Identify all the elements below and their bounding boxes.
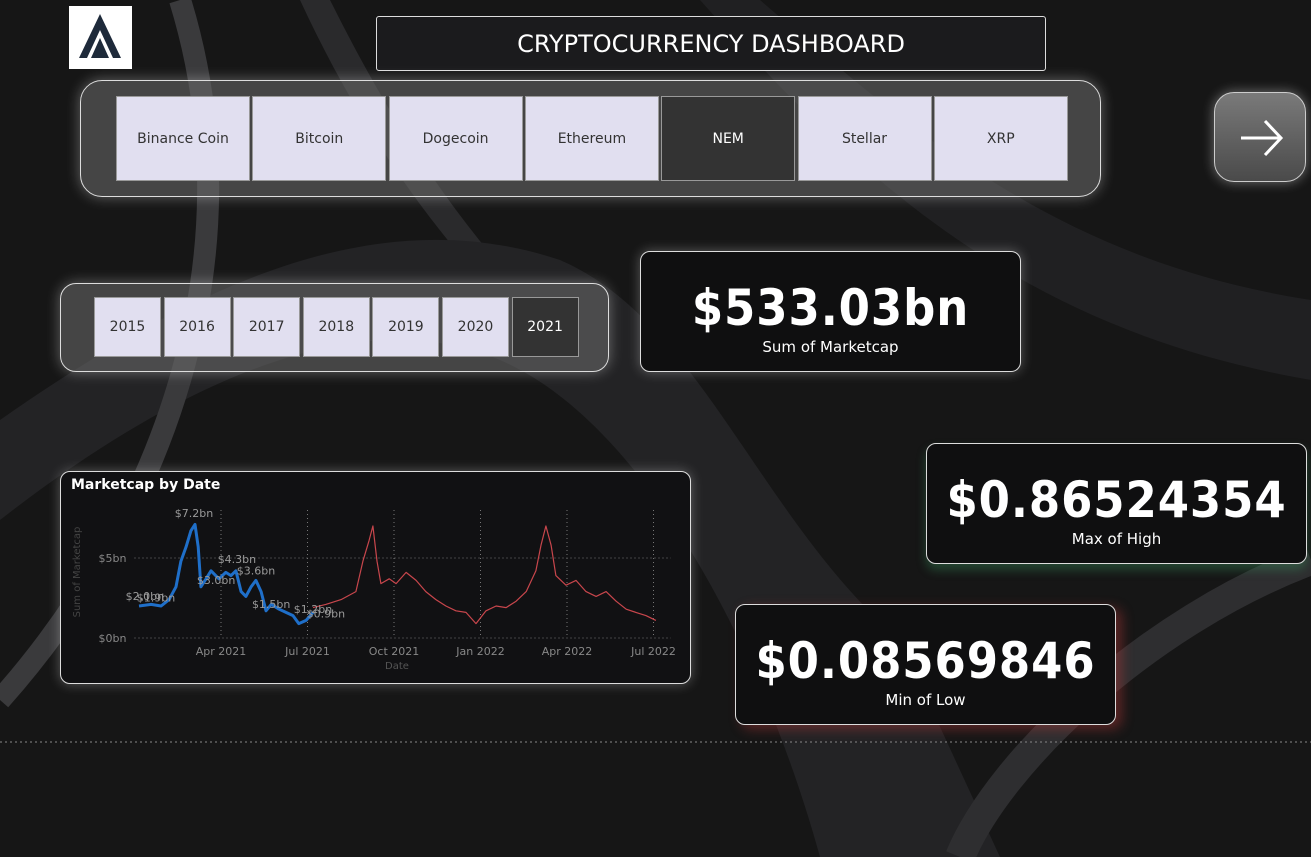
x-tick-label: Jul 2021 <box>284 645 330 658</box>
slicer-option[interactable]: 2020 <box>442 297 509 357</box>
kpi-card: $533.03bn Sum of Marketcap <box>640 251 1021 372</box>
slicer-option[interactable]: Dogecoin <box>388 96 523 181</box>
y-axis-title: Sum of Marketcap <box>72 527 83 618</box>
data-label: $7.2bn <box>175 507 213 520</box>
logo <box>69 6 132 69</box>
slicer-option[interactable]: NEM <box>661 96 796 181</box>
slicer-option[interactable]: Binance Coin <box>116 96 250 181</box>
slicer-option[interactable]: Ethereum <box>524 96 659 181</box>
slicer-option[interactable]: 2015 <box>94 297 161 357</box>
x-tick-label: Apr 2022 <box>542 645 593 658</box>
coin-slicer: Binance Coin Bitcoin Dogecoin Ethereum NEM St… <box>80 80 1101 197</box>
chart-title: Marketcap by Date <box>71 477 220 493</box>
data-label: $1.2bn <box>294 603 332 616</box>
chart: Marketcap by Date Date Sum of Marketcap … <box>71 477 676 672</box>
kpi-card: $0.86524354 Max of High <box>926 443 1307 564</box>
slicer-option[interactable]: 2019 <box>372 297 440 357</box>
kpi-label: Min of Low <box>885 691 966 709</box>
year-slicer: 2015 2016 2017 2018 2019 2020 2021 <box>60 283 609 372</box>
x-tick-label: Jul 2022 <box>630 645 676 658</box>
slicer-option[interactable]: Stellar <box>797 96 932 181</box>
data-label: $1.9bn <box>137 592 175 605</box>
kpi-card: $0.08569846 Min of Low <box>735 604 1116 725</box>
data-label: $4.3bn <box>218 553 256 566</box>
dashboard-title: CRYPTOCURRENCY DASHBOARD <box>376 16 1046 71</box>
slicer-option[interactable]: 2021 <box>511 297 579 357</box>
slicer-option[interactable]: XRP <box>933 96 1068 181</box>
x-tick-label: Oct 2021 <box>369 645 420 658</box>
data-label: $3.0bn <box>197 574 235 587</box>
line-series <box>138 522 315 626</box>
slicer-option[interactable]: 2017 <box>233 297 301 357</box>
slicer-option[interactable]: Bitcoin <box>252 96 387 181</box>
chart-panel: Marketcap by Date Date Sum of Marketcap … <box>60 471 691 684</box>
kpi-label: Max of High <box>1071 530 1162 548</box>
next-page-button[interactable] <box>1214 92 1306 182</box>
data-label: $0.9bn <box>307 608 345 621</box>
slicer-option[interactable]: 2018 <box>302 297 370 357</box>
data-label: $3.6bn <box>237 564 275 577</box>
kpi-value: $533.03bn <box>691 279 970 337</box>
x-axis-title: Date <box>385 661 409 672</box>
line-series <box>312 525 657 625</box>
y-tick-label: $5bn <box>99 552 127 565</box>
data-label: $2.0bn <box>126 590 164 603</box>
kpi-value: $0.08569846 <box>755 632 1096 690</box>
y-tick-label: $0bn <box>99 632 127 645</box>
kpi-value: $0.86524354 <box>946 471 1287 529</box>
data-label: $1.5bn <box>252 598 290 611</box>
x-tick-label: Jan 2022 <box>455 645 504 658</box>
x-tick-label: Apr 2021 <box>196 645 247 658</box>
kpi-label: Sum of Marketcap <box>762 338 899 356</box>
slicer-option[interactable]: 2016 <box>163 297 231 357</box>
